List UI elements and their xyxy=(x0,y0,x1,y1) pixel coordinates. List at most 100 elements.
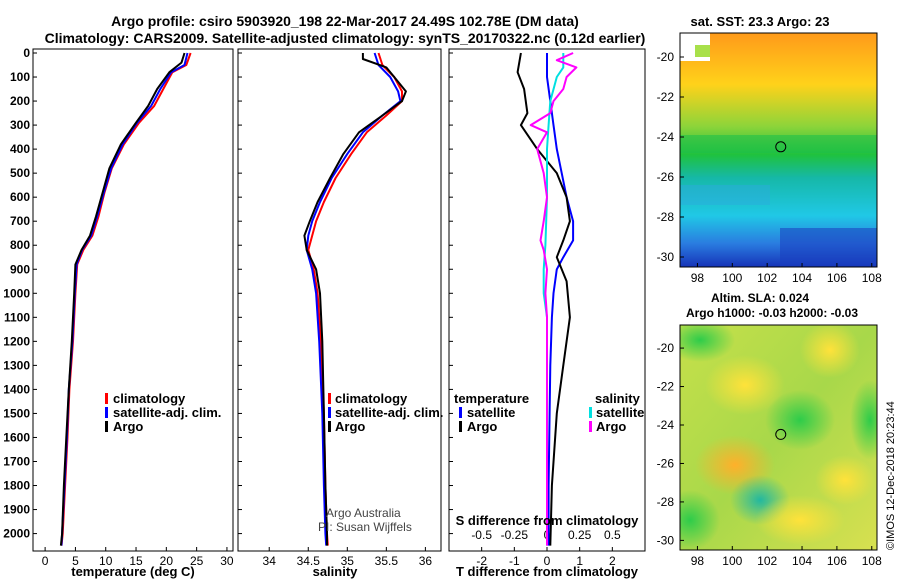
map-y-tick-label: -20 xyxy=(657,50,675,64)
map-x-tick-label: 108 xyxy=(862,554,882,568)
map-y-tick-label: -20 xyxy=(657,341,675,355)
map-x-tick-label: 102 xyxy=(757,554,777,568)
depth-tick-label: 1800 xyxy=(3,479,30,493)
x-tick-label: 35.5 xyxy=(375,554,399,568)
sla-blob xyxy=(800,325,860,378)
x-tick-label: 10 xyxy=(99,554,113,568)
temperature-plot-frame xyxy=(32,48,234,552)
depth-tick-label: 300 xyxy=(10,118,30,132)
legend-swatch-s-argo xyxy=(589,421,592,432)
x-tick-label: 34.5 xyxy=(297,554,321,568)
x2-tick-label: -0.25 xyxy=(501,528,529,542)
sst-patch xyxy=(680,135,877,153)
x2-tick-label: 0.5 xyxy=(604,528,621,542)
argo-location-marker xyxy=(775,428,787,440)
map-y-tick-label: -26 xyxy=(657,170,675,184)
series-layer xyxy=(59,52,578,546)
sla-blob xyxy=(850,380,877,460)
x-tick-label: 2 xyxy=(609,554,616,568)
legend-label-climatology: climatology xyxy=(335,391,408,406)
legend-swatch-climatology xyxy=(328,393,331,404)
argo-location-marker xyxy=(775,141,787,153)
map-y-tick-label: -22 xyxy=(657,90,675,104)
sla-map-title-line1: Altim. SLA: 0.024 xyxy=(711,291,809,305)
map-x-tick-label: 106 xyxy=(827,554,847,568)
x-tick-label: 34 xyxy=(263,554,277,568)
map-x-tick-label: 102 xyxy=(757,271,777,285)
map-x-tick-label: 100 xyxy=(722,271,742,285)
map-y-tick-label: -30 xyxy=(657,533,675,547)
series-line-difference-t-satellite xyxy=(546,53,575,546)
difference-x2label: S difference from climatology xyxy=(456,513,640,528)
sla-map-title-line2: Argo h1000: -0.03 h2000: -0.03 xyxy=(686,306,858,320)
legend-title-salinity: salinity xyxy=(595,391,641,406)
x-tick-label: 0 xyxy=(42,554,49,568)
map-x-tick-label: 98 xyxy=(691,271,705,285)
sla-blob xyxy=(755,495,845,545)
sst-patch xyxy=(695,45,710,57)
legend-label-t-satellite: satellite xyxy=(467,405,515,420)
map-x-tick-label: 106 xyxy=(827,271,847,285)
series-line-difference-t-argo xyxy=(516,52,571,546)
imos-credit: ©IMOS 12-Dec-2018 20:23:44 xyxy=(885,401,897,550)
depth-tick-label: 800 xyxy=(10,238,30,252)
sla-blob xyxy=(705,355,785,415)
map-x-tick-label: 108 xyxy=(862,271,882,285)
series-line-salinity-argo xyxy=(303,53,407,546)
x-tick-label: -2 xyxy=(476,554,487,568)
sla-map-image xyxy=(680,325,877,550)
depth-tick-label: 0 xyxy=(23,46,30,60)
series-line-temperature-argo xyxy=(59,52,186,546)
legend-swatch-satellite xyxy=(105,407,108,418)
x-tick-label: 30 xyxy=(220,554,234,568)
legend-swatch-satellite xyxy=(328,407,331,418)
depth-tick-label: 1500 xyxy=(3,406,30,420)
map-y-tick-label: -30 xyxy=(657,250,675,264)
depth-tick-label: 1900 xyxy=(3,503,30,517)
legend-label-satellite: satellite-adj. clim. xyxy=(335,405,443,420)
x2-tick-label: -0.5 xyxy=(471,528,492,542)
legend-label-argo: Argo xyxy=(113,419,143,434)
legend-swatch-argo xyxy=(105,421,108,432)
depth-tick-label: 500 xyxy=(10,166,30,180)
salinity-annotation-line1: Argo Australia xyxy=(326,506,401,520)
depth-tick-label: 600 xyxy=(10,190,30,204)
series-line-difference-s-argo xyxy=(529,52,578,546)
map-y-tick-label: -24 xyxy=(657,418,675,432)
map-y-tick-label: -28 xyxy=(657,495,675,509)
sst-map-axes: 98 100 102 104 106 108 -20 -22 -24 -26 -28 -30 xyxy=(657,50,882,285)
difference-xlabel: T difference from climatology xyxy=(456,564,639,579)
depth-tick-label: 1700 xyxy=(3,454,30,468)
series-line-salinity-satellite-adj-clim- xyxy=(305,52,402,546)
x-tick-label: -1 xyxy=(509,554,520,568)
x-tick-label: 36 xyxy=(419,554,433,568)
salinity-annotation-line2: PI: Susan Wijffels xyxy=(318,520,412,534)
depth-tick-label: 700 xyxy=(10,214,30,228)
legend-title-temperature: temperature xyxy=(454,391,529,406)
legend-label-argo: Argo xyxy=(335,419,365,434)
depth-tick-label: 400 xyxy=(10,142,30,156)
legend-swatch-climatology xyxy=(105,393,108,404)
sla-map-axes: 98 100 102 104 106 108 -20 -22 -24 -26 -28 -30 xyxy=(657,341,882,568)
header-title-line1: Argo profile: csiro 5903920_198 22-Mar-2… xyxy=(111,13,579,29)
temperature-xlabel: temperature (deg C) xyxy=(71,564,195,579)
legend-label-satellite: satellite-adj. clim. xyxy=(113,405,221,420)
map-y-tick-label: -28 xyxy=(657,210,675,224)
depth-tick-label: 1600 xyxy=(3,430,30,444)
x-tick-label: 5 xyxy=(72,554,79,568)
depth-tick-label: 1100 xyxy=(4,310,30,324)
legend-swatch-s-satellite xyxy=(589,407,592,418)
x2-tick-label: 0.25 xyxy=(568,528,592,542)
map-x-tick-label: 104 xyxy=(792,554,812,568)
legend-swatch-t-satellite xyxy=(459,407,462,418)
sst-map-title: sat. SST: 23.3 Argo: 23 xyxy=(691,14,830,29)
salinity-plot-frame xyxy=(237,48,442,552)
sst-patch xyxy=(780,228,877,267)
series-line-temperature-satellite-adj-clim- xyxy=(60,52,189,546)
map-y-tick-label: -22 xyxy=(657,380,675,394)
depth-tick-label: 1300 xyxy=(3,358,30,372)
x-tick-label: 35 xyxy=(341,554,355,568)
map-y-tick-label: -24 xyxy=(657,130,675,144)
sla-blob xyxy=(680,490,720,550)
sla-blob xyxy=(765,390,835,450)
